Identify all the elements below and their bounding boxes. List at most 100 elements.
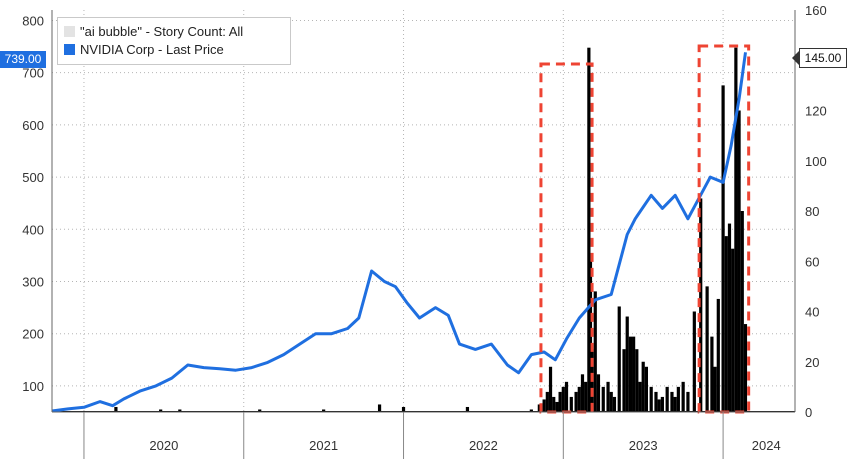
story-count-bar: [564, 381, 569, 412]
story-count-bar: [713, 366, 717, 412]
story-count-bar: [606, 381, 610, 412]
story-count-bars: [52, 47, 795, 412]
story-count-bar: [537, 404, 541, 412]
right-tick-label: 100: [805, 154, 827, 169]
story-count-bar: [724, 236, 728, 412]
story-count-bar: [649, 386, 653, 412]
x-tick-label: 2023: [629, 438, 658, 453]
story-count-bar: [731, 248, 735, 412]
story-count-bar: [676, 386, 680, 412]
legend-swatch-price: [64, 44, 75, 55]
story-count-bar: [660, 396, 664, 412]
last-price-tag: 739.00: [0, 51, 46, 68]
x-tick-label: 2021: [309, 438, 338, 453]
right-tick-label: 0: [805, 405, 812, 420]
story-count-bar: [686, 391, 690, 412]
right-tick-label: 120: [805, 104, 827, 119]
legend: "ai bubble" - Story Count: All NVIDIA Co…: [57, 17, 291, 65]
legend-swatch-story-count: [64, 26, 75, 37]
x-tick-label: 2020: [149, 438, 178, 453]
right-tick-label: 60: [805, 254, 819, 269]
left-tick-label: 500: [22, 170, 44, 185]
right-tick-label: 40: [805, 305, 819, 320]
story-count-bar: [743, 324, 748, 412]
highlight-box: [539, 62, 594, 414]
left-tick-label: 100: [22, 379, 44, 394]
story-count-bar: [552, 396, 556, 412]
story-count-bar: [670, 391, 674, 412]
story-count-bar: [654, 391, 658, 412]
last-story-count-tag: 145.00: [792, 48, 847, 68]
left-tick-label: 600: [22, 118, 44, 133]
story-count-bar: [727, 223, 732, 412]
axes: 100 200 300 400 500 600 700 800 0 20 40 60 80 100 120 1…: [22, 3, 827, 459]
story-count-bar: [465, 406, 470, 412]
story-count-bar: [588, 261, 593, 412]
story-count-bar: [657, 399, 661, 412]
story-count-bar: [641, 361, 645, 412]
story-count-bar: [159, 409, 163, 412]
story-count-bar: [681, 381, 685, 412]
story-count-bar: [740, 211, 744, 412]
story-count-bar: [705, 286, 709, 412]
story-count-bar: [574, 391, 578, 412]
story-count-bar: [561, 386, 565, 412]
legend-label-story-count: "ai bubble" - Story Count: All: [80, 24, 244, 39]
story-count-bar: [612, 396, 617, 412]
legend-label-price: NVIDIA Corp - Last Price: [80, 42, 224, 57]
story-count-bar: [555, 401, 559, 412]
story-count-bar: [577, 386, 581, 412]
story-count-bar: [542, 399, 546, 412]
price-line: [51, 52, 747, 413]
legend-entry-price: NVIDIA Corp - Last Price: [64, 42, 224, 58]
story-count-bar: [580, 374, 585, 412]
story-count-bar: [545, 391, 549, 412]
left-tick-label: 200: [22, 327, 44, 342]
x-tick-label: 2022: [469, 438, 498, 453]
right-tick-label: 20: [805, 355, 819, 370]
story-count-bar: [584, 381, 588, 412]
story-count-bar: [617, 306, 621, 412]
left-tick-label: 300: [22, 274, 44, 289]
story-count-bar: [710, 336, 714, 412]
x-tick-label: 2024: [752, 438, 781, 453]
right-tick-label: 160: [805, 3, 827, 18]
story-count-bar: [628, 336, 633, 412]
left-tick-label: 800: [22, 13, 44, 28]
story-count-bar: [569, 396, 573, 412]
story-count-bar: [609, 391, 613, 412]
story-count-bar: [401, 406, 406, 412]
story-count-bar: [601, 386, 605, 412]
story-count-bar: [548, 366, 553, 412]
left-tick-label: 400: [22, 222, 44, 237]
story-count-bar: [632, 336, 636, 412]
story-count-bar: [635, 349, 639, 412]
story-count-bar: [587, 47, 591, 412]
story-count-bar: [734, 47, 738, 412]
legend-entry-story-count: "ai bubble" - Story Count: All: [64, 24, 243, 40]
story-count-bar: [596, 374, 601, 412]
story-count-bar: [114, 406, 118, 412]
story-count-bar: [322, 409, 326, 412]
story-count-bar: [558, 391, 562, 412]
story-count-bar: [258, 409, 262, 412]
story-count-bar: [178, 409, 182, 412]
story-count-bar: [644, 366, 648, 412]
left-tick-label: 700: [22, 66, 44, 81]
right-tick-label: 80: [805, 204, 819, 219]
story-count-bar: [638, 381, 642, 412]
story-count-bar: [622, 349, 626, 412]
story-count-bar: [673, 396, 677, 412]
story-count-bar: [529, 409, 533, 412]
story-count-bar: [692, 311, 696, 412]
story-count-bar: [665, 386, 669, 412]
story-count-bar: [377, 404, 382, 412]
story-count-bar: [593, 291, 597, 412]
story-count-bar: [737, 110, 741, 412]
story-count-bar: [716, 298, 720, 412]
story-count-bar: [721, 85, 725, 412]
price-line-group: [51, 52, 747, 413]
story-count-bar: [625, 316, 629, 412]
story-count-bar: [699, 198, 703, 412]
